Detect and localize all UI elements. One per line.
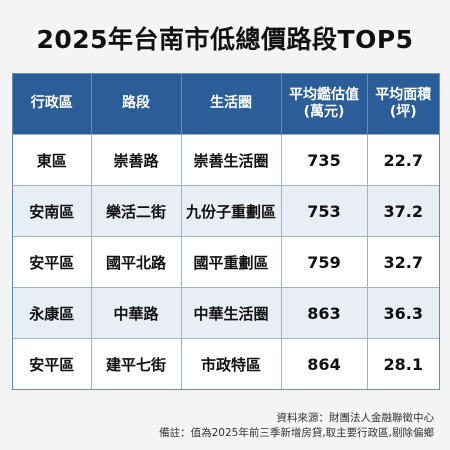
source-note: 資料來源：財團法人金融聯徵中心 [276,412,435,424]
cell-zone: 九份子重劃區 [181,185,282,237]
cell-area: 22.7 [367,134,439,186]
data-table: 行政區 路段 生活圈 平均鑑估值 (萬元) 平均面積 (坪) 東區 崇善路 崇善… [12,73,440,390]
cell-district: 安南區 [13,185,92,237]
cell-road: 建平七街 [91,338,182,389]
page-title: 2025年台南市低總價路段TOP5 [36,25,414,54]
table-row: 安南區 樂活二街 九份子重劃區 753 37.2 [13,185,439,237]
table-row: 安平區 建平七街 市政特區 864 28.1 [13,338,439,389]
header-road: 路段 [91,74,182,135]
header-area-line1: 平均面積 [375,86,432,103]
table-row: 東區 崇善路 崇善生活圈 735 22.7 [13,134,439,186]
cell-zone: 中華生活圈 [181,287,282,339]
header-area: 平均面積 (坪) [367,74,439,135]
header-area-line2: (坪) [389,104,417,120]
cell-road: 崇善路 [91,134,182,186]
cell-district: 東區 [13,134,92,186]
cell-district: 永康區 [13,287,92,339]
cell-road: 樂活二街 [91,185,182,237]
cell-road: 中華路 [91,287,182,339]
cell-area: 32.7 [367,236,439,288]
footer-notes: 資料來源：財團法人金融聯徵中心 備註：值為2025年前三季新增房貸,取主要行政區… [159,411,434,441]
cell-zone: 市政特區 [181,338,282,389]
cell-price: 759 [281,236,368,288]
cell-area: 36.3 [367,287,439,339]
table-header-row: 行政區 路段 生活圈 平均鑑估值 (萬元) 平均面積 (坪) [13,74,439,135]
cell-zone: 崇善生活圈 [181,134,282,186]
cell-price: 735 [281,134,368,186]
cell-price: 863 [281,287,368,339]
header-price-line2: (萬元) [303,104,345,120]
header-price: 平均鑑估值 (萬元) [281,74,368,135]
header-zone: 生活圈 [181,74,282,135]
table-row: 安平區 國平北路 國平重劃區 759 32.7 [13,236,439,288]
cell-zone: 國平重劃區 [181,236,282,288]
cell-area: 28.1 [367,338,439,389]
cell-price: 864 [281,338,368,389]
cell-area: 37.2 [367,185,439,237]
table-row: 永康區 中華路 中華生活圈 863 36.3 [13,287,439,339]
cell-district: 安平區 [13,236,92,288]
cell-district: 安平區 [13,338,92,389]
header-price-line1: 平均鑑估值 [289,86,359,103]
header-district: 行政區 [13,74,92,135]
remark-note: 備註：值為2025年前三季新增房貸,取主要行政區,剔除偏鄉 [159,427,434,439]
cell-price: 753 [281,185,368,237]
cell-road: 國平北路 [91,236,182,288]
